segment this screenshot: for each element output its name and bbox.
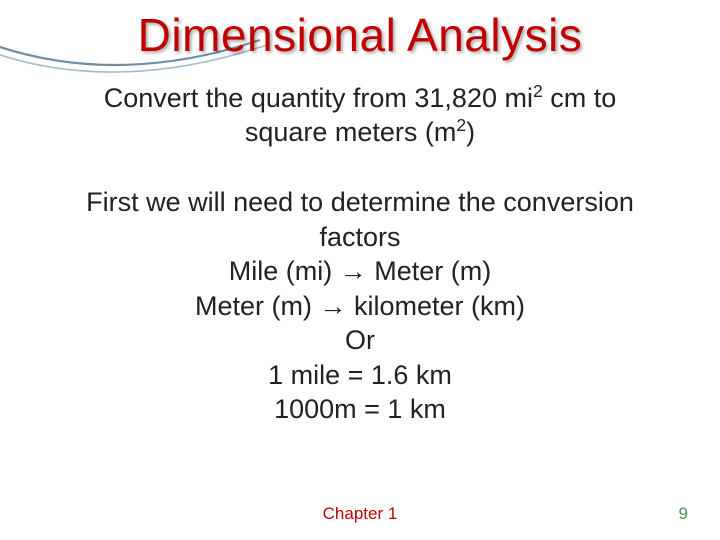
subtitle-line1-pre: Convert the quantity from 31,820 mi [104, 83, 533, 113]
footer-chapter-label: Chapter 1 [0, 504, 720, 524]
subtitle-line1-post: cm to [543, 83, 617, 113]
body-line-6: 1 mile = 1.6 km [268, 360, 452, 390]
body-line-2: factors [319, 222, 400, 252]
subtitle-sup2: 2 [456, 115, 466, 135]
slide-body: First we will need to determine the conv… [0, 185, 720, 427]
body-line-1: First we will need to determine the conv… [86, 187, 634, 217]
page-number: 9 [679, 504, 688, 524]
body-line-3: Mile (mi) → Meter (m) [229, 256, 491, 286]
problem-statement: Convert the quantity from 31,820 mi2 cm … [0, 82, 720, 150]
subtitle-line2-post: ) [466, 117, 475, 147]
subtitle-sup1: 2 [533, 81, 543, 101]
body-line-5: Or [345, 325, 375, 355]
body-line-7: 1000m = 1 km [274, 394, 446, 424]
slide-title: Dimensional Analysis [0, 8, 720, 62]
subtitle-line2-pre: square meters (m [245, 117, 457, 147]
body-line-4: Meter (m) → kilometer (km) [195, 291, 525, 321]
